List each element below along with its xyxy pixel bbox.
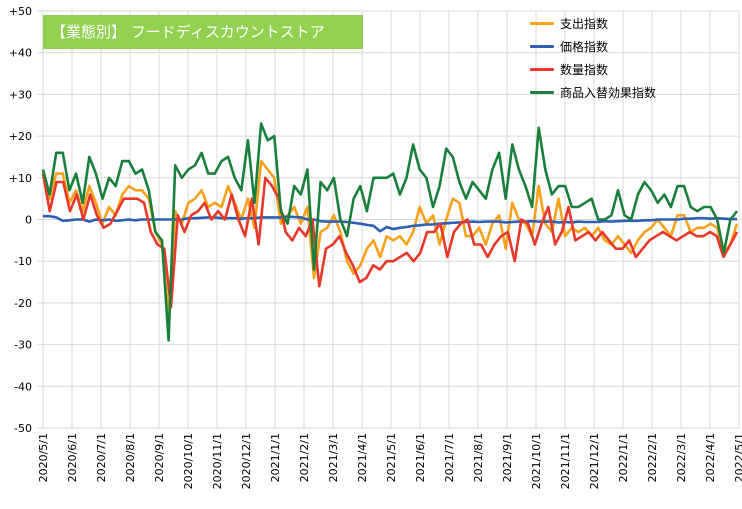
legend-item-3: 商品入替効果指数 xyxy=(530,81,656,104)
x-tick-label: 2020/12/1 xyxy=(240,433,253,489)
y-tick-label: -40 xyxy=(14,380,32,393)
legend-item-1: 価格指数 xyxy=(530,35,656,58)
y-tick-label: +20 xyxy=(9,130,32,143)
y-tick-label: +50 xyxy=(9,5,32,18)
x-tick-label: 2021/2/1 xyxy=(298,433,311,482)
y-tick-label: -10 xyxy=(14,255,32,268)
legend-label: 数量指数 xyxy=(560,63,609,77)
series-lines xyxy=(41,122,739,342)
x-tick-label: 2021/3/1 xyxy=(327,433,340,482)
x-tick-label: 2020/7/1 xyxy=(95,433,108,482)
x-tick-label: 2022/1/1 xyxy=(617,433,630,482)
y-axis-ticks: +50 +40 +30 +20 +10 0 -10 -20 -30 -40 -50 xyxy=(9,5,32,435)
legend: 支出指数価格指数数量指数商品入替効果指数 xyxy=(530,12,656,104)
legend-label: 商品入替効果指数 xyxy=(560,86,657,100)
x-tick-label: 2020/6/1 xyxy=(66,433,79,482)
x-tick-label: 2021/10/1 xyxy=(530,433,543,489)
series-line-1 xyxy=(43,214,737,233)
legend-swatch xyxy=(530,22,554,25)
x-tick-label: 2021/11/1 xyxy=(559,433,572,489)
x-tick-label: 2021/5/1 xyxy=(385,433,398,482)
x-tick-label: 2021/7/1 xyxy=(443,433,456,482)
legend-label: 価格指数 xyxy=(560,40,609,54)
legend-swatch xyxy=(530,45,554,48)
y-tick-label: 0 xyxy=(25,214,32,227)
x-tick-label: 2020/8/1 xyxy=(124,433,137,482)
x-axis-ticks: 2020/5/1 2020/6/1 2020/7/1 2020/8/1 2020/9/1… xyxy=(37,433,742,489)
x-tick-label: 2020/9/1 xyxy=(153,433,166,482)
x-tick-label: 2021/9/1 xyxy=(501,433,514,482)
series-line-3 xyxy=(41,122,739,342)
x-tick-label: 2020/5/1 xyxy=(37,433,50,482)
y-tick-label: -20 xyxy=(14,297,32,310)
x-tick-label: 2020/11/1 xyxy=(211,433,224,489)
x-tick-label: 2021/1/1 xyxy=(269,433,282,482)
x-tick-label: 2022/5/1 xyxy=(733,433,742,482)
x-tick-label: 2022/4/1 xyxy=(704,433,717,482)
x-tick-label: 2022/3/1 xyxy=(675,433,688,482)
legend-swatch xyxy=(530,68,554,71)
series-line-2 xyxy=(41,173,739,309)
y-tick-label: +40 xyxy=(9,47,32,60)
chart-title: 【業態別】 フードディスカウントストア xyxy=(43,15,363,49)
legend-item-0: 支出指数 xyxy=(530,12,656,35)
y-tick-label: -30 xyxy=(14,339,32,352)
x-tick-label: 2021/4/1 xyxy=(356,433,369,482)
legend-label: 支出指数 xyxy=(560,17,609,31)
x-tick-label: 2020/10/1 xyxy=(182,433,195,489)
x-tick-label: 2021/8/1 xyxy=(472,433,485,482)
y-tick-label: +30 xyxy=(9,88,32,101)
legend-item-2: 数量指数 xyxy=(530,58,656,81)
x-tick-label: 2021/6/1 xyxy=(414,433,427,482)
legend-swatch xyxy=(530,91,554,94)
y-tick-label: +10 xyxy=(9,172,32,185)
x-tick-label: 2022/2/1 xyxy=(646,433,659,482)
y-tick-label: -50 xyxy=(14,422,32,435)
x-tick-label: 2021/12/1 xyxy=(588,433,601,489)
